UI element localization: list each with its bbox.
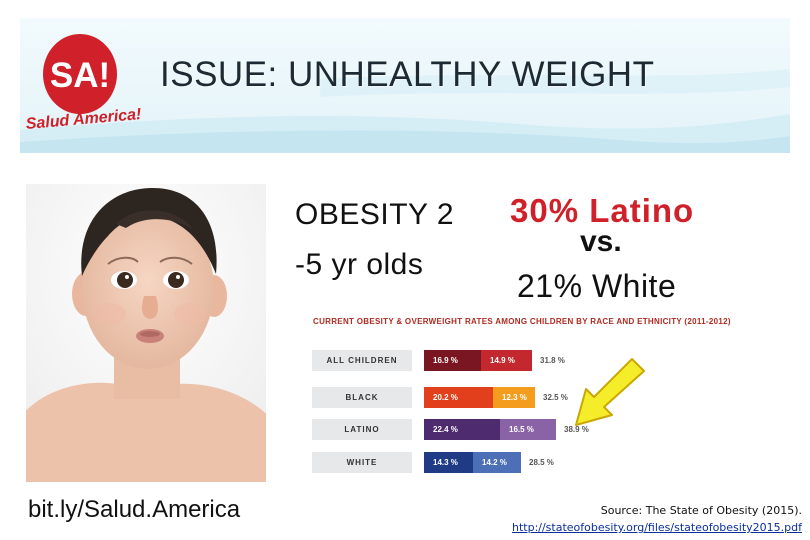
source-link[interactable]: http://stateofobesity.org/files/stateofo…	[511, 521, 802, 534]
salud-america-logo: SA! Salud America!	[20, 30, 150, 135]
total-label: 38.9 %	[564, 425, 589, 434]
chart-title: CURRENT OBESITY & OVERWEIGHT RATES AMONG…	[313, 317, 731, 326]
versus-label: vs.	[580, 225, 622, 258]
baby-photo	[26, 184, 266, 482]
obesity-label-line1: OBESITY 2	[295, 198, 455, 231]
bar-segment: 14.2 %	[473, 452, 521, 473]
yellow-arrow-icon	[570, 355, 650, 430]
obesity-label-line2: -5 yr olds	[295, 248, 424, 281]
bar-segment: 14.9 %	[481, 350, 532, 371]
logo-text: Salud America!	[25, 106, 143, 133]
bar-segment: 14.3 %	[424, 452, 473, 473]
page-title: ISSUE: UNHEALTHY WEIGHT	[160, 55, 655, 94]
total-label: 31.8 %	[540, 356, 565, 365]
total-label: 32.5 %	[543, 393, 568, 402]
row-label-latino: LATINO	[312, 419, 412, 440]
bar-segment: 20.2 %	[424, 387, 493, 408]
header-banner	[20, 18, 790, 153]
white-rate: 21% White	[517, 268, 677, 304]
row-label-all-children: ALL CHILDREN	[312, 350, 412, 371]
logo-mark: SA!	[50, 56, 110, 95]
obesity-rates-chart: CURRENT OBESITY & OVERWEIGHT RATES AMONG…	[302, 306, 784, 478]
source-text: Source: The State of Obesity (2015).	[600, 504, 802, 517]
total-label: 28.5 %	[529, 458, 554, 467]
bar-segment: 22.4 %	[424, 419, 500, 440]
row-label-white: WHITE	[312, 452, 412, 473]
salud-america-url[interactable]: bit.ly/Salud.America	[28, 496, 241, 523]
bar-segment: 16.9 %	[424, 350, 481, 371]
latino-rate: 30% Latino	[510, 192, 695, 229]
bar-segment: 16.5 %	[500, 419, 556, 440]
row-label-black: BLACK	[312, 387, 412, 408]
bar-segment: 12.3 %	[493, 387, 535, 408]
source-citation: Source: The State of Obesity (2015). htt…	[496, 502, 802, 536]
